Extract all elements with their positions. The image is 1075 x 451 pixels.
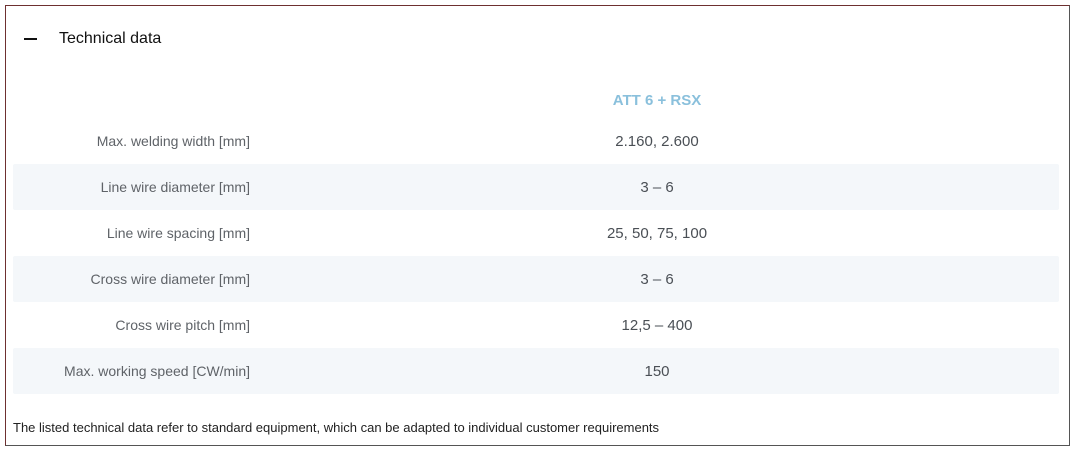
- table-row: Line wire spacing [mm] 25, 50, 75, 100: [13, 210, 1059, 256]
- column-header: ATT 6 + RSX: [612, 92, 702, 109]
- table-row: Cross wire pitch [mm] 12,5 – 400: [13, 302, 1059, 348]
- table-row: Cross wire diameter [mm] 3 – 6: [13, 256, 1059, 302]
- footnote: The listed technical data refer to stand…: [13, 420, 660, 435]
- row-value: 25, 50, 75, 100: [606, 224, 708, 242]
- table-row: Max. welding width [mm] 2.160, 2.600: [13, 118, 1059, 164]
- row-label: Line wire spacing [mm]: [106, 225, 250, 241]
- table-row: Line wire diameter [mm] 3 – 6: [13, 164, 1059, 210]
- minus-icon: [24, 38, 37, 40]
- row-label: Cross wire diameter [mm]: [90, 271, 250, 287]
- row-label: Max. welding width [mm]: [96, 133, 250, 149]
- row-label: Max. working speed [CW/min]: [64, 363, 250, 379]
- technical-data-panel: [5, 5, 1070, 446]
- technical-data-toggle[interactable]: Technical data: [24, 27, 161, 51]
- row-value: 2.160, 2.600: [615, 132, 699, 150]
- table-row: Max. working speed [CW/min] 150: [13, 348, 1059, 394]
- row-value: 3 – 6: [640, 270, 674, 288]
- row-value: 150: [644, 362, 670, 380]
- section-title: Technical data: [59, 30, 162, 47]
- row-value: 3 – 6: [640, 178, 674, 196]
- row-label: Line wire diameter [mm]: [100, 179, 250, 195]
- row-label: Cross wire pitch [mm]: [115, 317, 250, 333]
- spec-table: Max. welding width [mm] 2.160, 2.600 Line…: [13, 118, 1059, 394]
- row-value: 12,5 – 400: [621, 316, 693, 334]
